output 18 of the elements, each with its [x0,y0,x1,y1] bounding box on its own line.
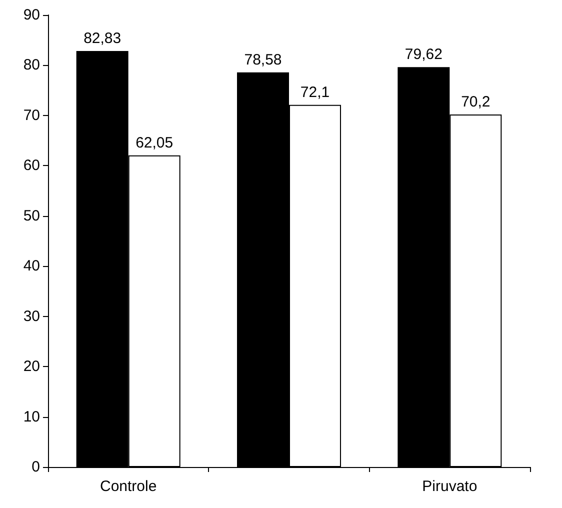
y-tick-label: 90 [23,6,40,24]
data-label: 82,83 [84,30,122,48]
data-label: 62,05 [136,134,174,152]
y-tick-label: 10 [23,408,40,426]
y-tick-label: 40 [23,258,40,275]
data-label: 70,2 [461,93,490,110]
y-tick-label: 70 [23,106,40,124]
data-label: 78,58 [244,51,282,68]
y-tick-label: 20 [23,358,40,376]
x-tick-label: Piruvato [422,478,478,495]
y-tick-label: 0 [32,458,40,476]
x-tick-label: Controle [100,478,157,495]
y-tick-label: 80 [23,56,40,74]
y-tick-label: 30 [23,308,40,325]
data-label: 72,1 [300,84,330,101]
data-label: 79,62 [404,46,442,64]
y-tick-label: 60 [23,157,40,174]
y-tick-label: 50 [23,207,40,224]
